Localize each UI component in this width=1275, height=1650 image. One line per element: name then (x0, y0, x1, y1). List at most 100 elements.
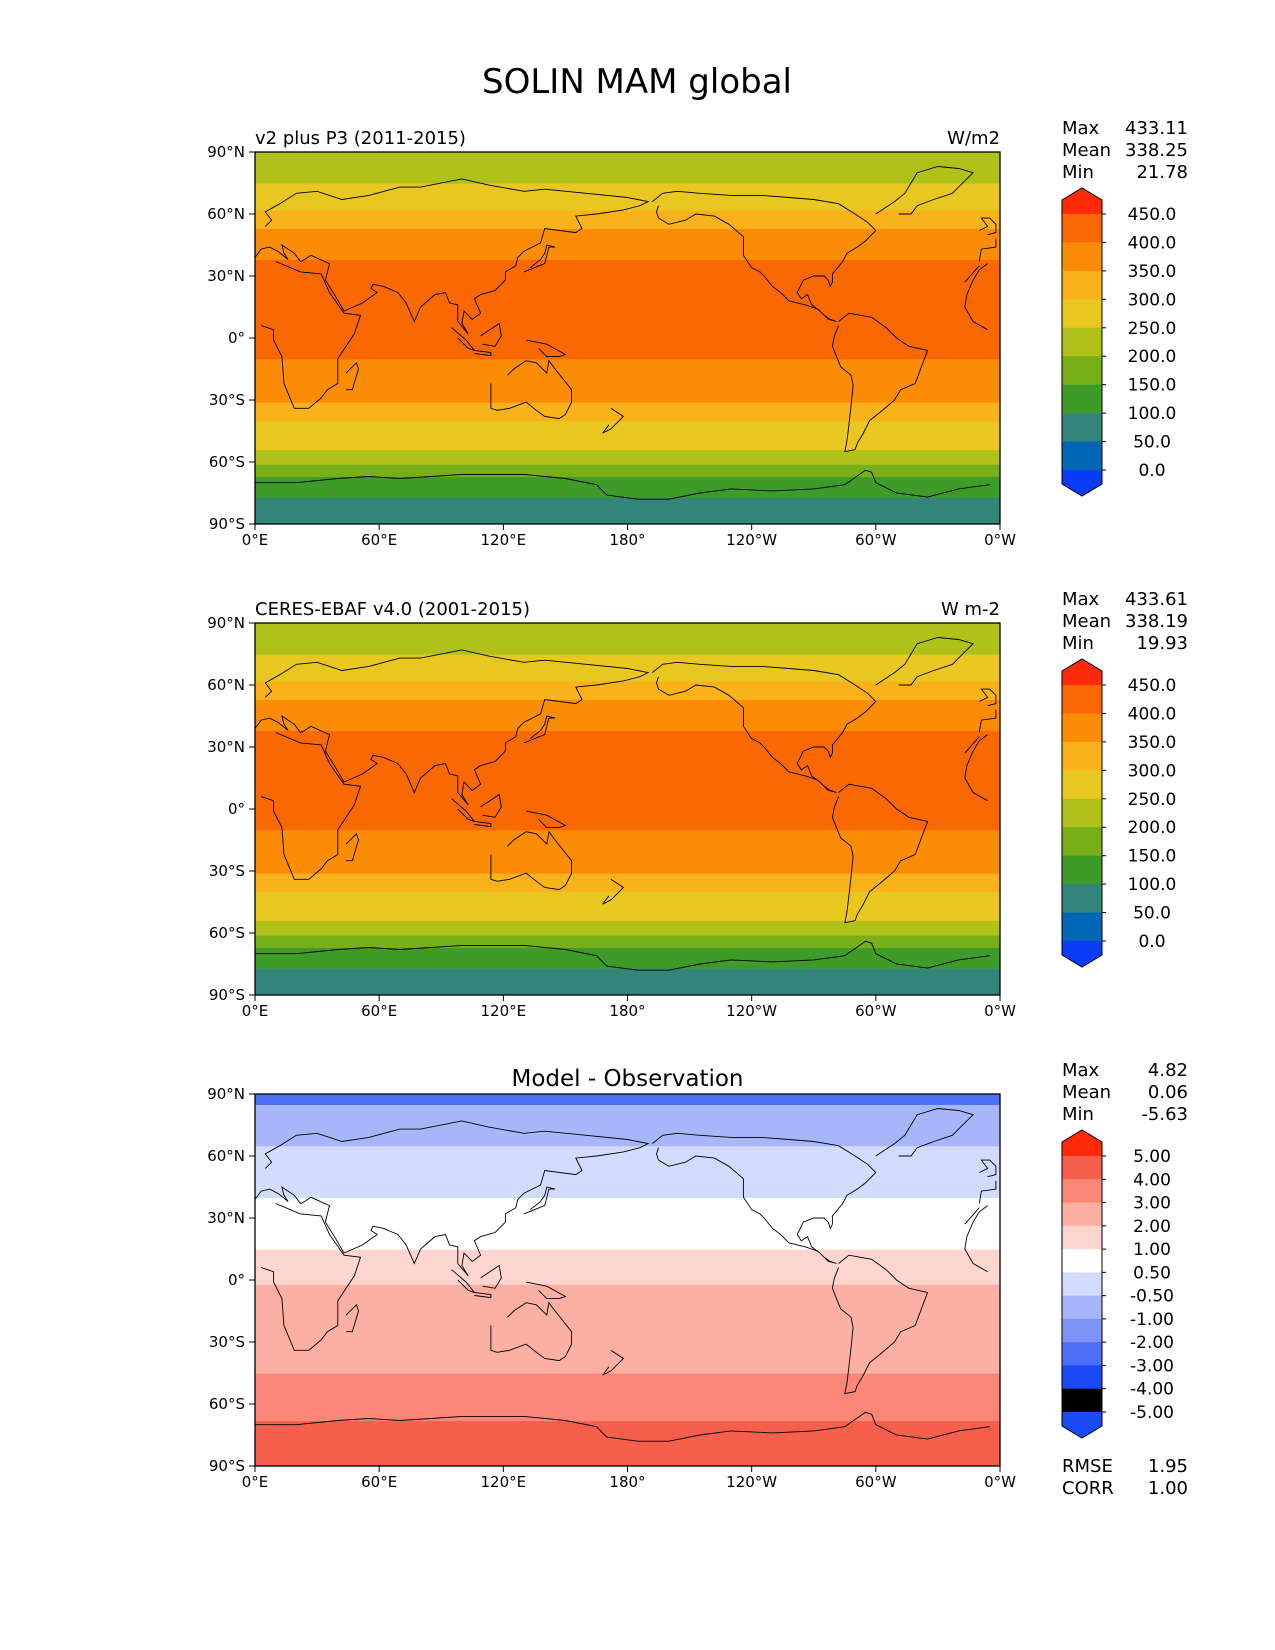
colorbar-tick-label: 0.50 (1133, 1263, 1171, 1283)
coastline (964, 265, 980, 283)
coastline (523, 715, 556, 744)
footer-stat-value-rmse: 1.95 (1148, 1456, 1188, 1477)
colorbar-bin (1062, 1388, 1102, 1413)
stat-value-max: 4.82 (1148, 1060, 1188, 1081)
y-tick-label: 90°S (209, 515, 245, 533)
x-tick-label: 0°E (242, 1002, 269, 1020)
colorbar-tick-label: 350.0 (1128, 733, 1177, 753)
zonal-band (255, 152, 1000, 184)
y-tick-label: 30°N (207, 267, 245, 285)
zonal-band (255, 654, 1000, 682)
coastline (345, 832, 359, 862)
y-tick-label: 90°N (207, 1085, 245, 1103)
y-tick-label: 0° (228, 1271, 245, 1289)
coastline (831, 1254, 929, 1395)
colorbar-bin (1062, 384, 1102, 414)
colorbar-tick-label: 200.0 (1128, 347, 1177, 367)
zonal-band (255, 920, 1000, 936)
colorbar-bin (1062, 1272, 1102, 1297)
zonal-band (255, 873, 1000, 893)
footer-stat-value-corr: 1.00 (1148, 1478, 1188, 1499)
colorbar-bin (1062, 441, 1102, 471)
stat-label-mean: Mean (1062, 1082, 1111, 1103)
stat-value-max: 433.11 (1125, 118, 1188, 139)
colorbar-tick-label: 200.0 (1128, 818, 1177, 838)
zonal-band (255, 699, 1000, 732)
colorbar-bin (1062, 1156, 1102, 1180)
x-tick-label: 60°E (361, 1002, 397, 1020)
coastline (979, 217, 997, 236)
coastline (523, 244, 556, 273)
colorbar-tick-label: 300.0 (1128, 761, 1177, 781)
panel-center-title: Model - Observation (511, 1066, 743, 1092)
colorbar-bin (1062, 827, 1102, 857)
colorbar-bin (1062, 1202, 1102, 1227)
coastline (964, 734, 988, 802)
zonal-band (255, 1420, 1000, 1466)
footer-stat-label-rmse: RMSE (1062, 1456, 1113, 1477)
coastline (490, 1301, 573, 1362)
stat-label-max: Max (1062, 118, 1100, 139)
colorbar-tick-label: 1.00 (1133, 1240, 1171, 1260)
colorbar-extend-top (1062, 659, 1102, 685)
coastline (255, 649, 650, 806)
panel-units: W/m2 (947, 128, 1000, 149)
y-tick-label: 60°N (207, 676, 245, 694)
coastline (490, 359, 573, 420)
y-tick-label: 60°N (207, 1147, 245, 1165)
coastlines (255, 1108, 997, 1442)
coastline (345, 1303, 359, 1333)
x-tick-label: 60°W (855, 1473, 897, 1491)
stat-value-max: 433.61 (1125, 589, 1188, 610)
coastline (490, 830, 573, 891)
coastline (875, 166, 974, 215)
y-tick-label: 30°N (207, 738, 245, 756)
colorbar-tick-label: 50.0 (1133, 904, 1171, 924)
y-tick-label: 0° (228, 800, 245, 818)
zonal-band (255, 1104, 1000, 1147)
colorbar-model: 450.0 400.0 350.0 300.0 250.0 200.0 150.0 100.0… (1061, 187, 1177, 497)
coastline (831, 312, 929, 453)
colorbar-bin (1062, 413, 1102, 443)
zonal-band (255, 1094, 1000, 1105)
zonal-band (255, 968, 1000, 995)
coastline (255, 940, 990, 971)
colorbar-extend-bottom (1062, 470, 1102, 496)
zonal-band (255, 402, 1000, 422)
y-tick-label: 30°N (207, 1209, 245, 1227)
colorbar-tick-label: 2.00 (1133, 1217, 1171, 1237)
coastline (526, 1281, 567, 1300)
colorbar-bin (1062, 214, 1102, 243)
coastline (523, 1186, 556, 1215)
colorbar-tick-label: 100.0 (1128, 404, 1177, 424)
zonal-band (255, 1145, 1000, 1198)
coastline (964, 263, 988, 331)
colorbar-extend-bottom (1062, 1412, 1102, 1438)
coastline (480, 322, 502, 347)
colorbar-extend-bottom (1062, 941, 1102, 967)
panel-left-title: v2 plus P3 (2011-2015) (255, 128, 466, 149)
colorbar-tick-label: 250.0 (1128, 790, 1177, 810)
zonal-band (255, 476, 1000, 498)
footer-stat-label-corr: CORR (1062, 1478, 1114, 1499)
coastline (978, 1180, 997, 1204)
colorbar-bin (1062, 1225, 1102, 1250)
zonal-band (255, 1373, 1000, 1422)
map-model (255, 152, 1000, 524)
coastline (831, 783, 929, 924)
colorbar-tick-label: -2.00 (1130, 1333, 1174, 1353)
colorbar-bin (1062, 770, 1102, 800)
y-tick-label: 30°S (209, 1333, 245, 1351)
colorbar-tick-label: 400.0 (1128, 704, 1177, 724)
coastline (526, 339, 567, 358)
colorbar-bin (1062, 1179, 1102, 1204)
colorbar-bin (1062, 356, 1102, 386)
stat-value-mean: 0.06 (1148, 1082, 1188, 1103)
zonal-band (255, 947, 1000, 969)
y-tick-label: 90°S (209, 1457, 245, 1475)
stat-value-mean: 338.25 (1125, 140, 1188, 161)
panel-units: W m-2 (941, 599, 1000, 620)
colorbar-bin (1062, 884, 1102, 914)
colorbar-bin (1062, 798, 1102, 828)
